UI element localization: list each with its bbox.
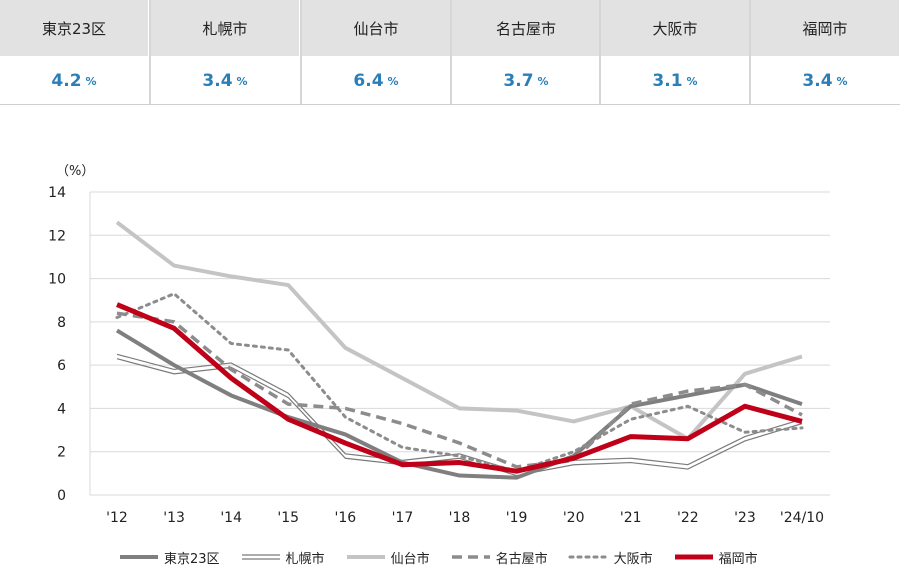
value-unit: % xyxy=(387,74,399,88)
value-unit: % xyxy=(537,74,549,88)
value-unit: % xyxy=(836,74,848,88)
divider xyxy=(149,0,151,104)
city-header: 福岡市 xyxy=(751,0,899,56)
summary-cell-sapporo: 札幌市 3.4% xyxy=(151,0,299,104)
x-tick-label: '23 xyxy=(734,510,756,526)
y-tick-label: 0 xyxy=(57,488,66,504)
legend-item: 札幌市 xyxy=(240,548,325,567)
divider xyxy=(599,0,601,104)
city-header: 名古屋市 xyxy=(452,0,600,56)
legend-swatch xyxy=(241,554,280,560)
y-tick-label: 2 xyxy=(57,445,66,461)
series-line-4 xyxy=(115,292,804,473)
city-value: 3.4% xyxy=(751,58,899,104)
x-tick-label: '22 xyxy=(677,510,699,526)
value-number: 4.2 xyxy=(51,71,82,91)
divider xyxy=(300,0,302,104)
value-unit: % xyxy=(686,74,698,88)
x-tick-label: '14 xyxy=(220,510,242,526)
city-value: 3.7% xyxy=(452,58,600,104)
series-line-2 xyxy=(115,220,803,441)
y-tick-label: 14 xyxy=(48,185,66,201)
legend-item: 大阪市 xyxy=(568,548,653,567)
y-tick-label: 10 xyxy=(48,272,66,288)
legend-label: 東京23区 xyxy=(164,551,220,567)
city-header: 札幌市 xyxy=(151,0,299,56)
legend-item: 福岡市 xyxy=(673,548,758,567)
x-tick-label: '20 xyxy=(563,510,585,526)
value-number: 3.4 xyxy=(802,71,833,91)
x-tick-label: '15 xyxy=(277,510,299,526)
series-line-1 xyxy=(116,358,803,477)
series-line-3 xyxy=(116,311,803,469)
legend-swatch xyxy=(451,555,490,559)
divider xyxy=(450,0,452,104)
x-tick-label: '18 xyxy=(449,510,471,526)
y-tick-label: 4 xyxy=(57,401,66,417)
legend-label: 大阪市 xyxy=(613,551,653,567)
value-number: 3.7 xyxy=(503,71,534,91)
y-tick-label: 8 xyxy=(57,315,66,331)
legend-swatch xyxy=(674,554,713,560)
value-unit: % xyxy=(85,74,97,88)
x-tick-label: '19 xyxy=(506,510,528,526)
table-bottom-rule xyxy=(0,104,900,105)
value-number: 6.4 xyxy=(353,71,384,91)
legend-label: 札幌市 xyxy=(285,551,325,567)
x-axis: '12 '13 '14 '15 '16 '17 '18 '19 '20 '21 '22 '23 '24/… xyxy=(106,510,824,526)
legend-item: 東京23区 xyxy=(118,548,220,567)
series-line-0 xyxy=(115,328,803,480)
city-value: 4.2% xyxy=(0,58,148,104)
value-number: 3.1 xyxy=(652,71,683,91)
y-tick-label: 6 xyxy=(57,358,66,374)
series-line-1 xyxy=(116,353,803,472)
legend-label: 福岡市 xyxy=(718,551,758,567)
summary-cell-sendai: 仙台市 6.4% xyxy=(302,0,450,104)
x-tick-label: '16 xyxy=(334,510,356,526)
chart-legend: 東京23区 札幌市 仙台市 名古屋市 大阪市 福岡市 xyxy=(118,547,838,567)
y-axis: 0 2 4 6 8 10 12 14 xyxy=(48,185,66,504)
y-axis-label: （%） xyxy=(56,164,94,179)
value-unit: % xyxy=(236,74,248,88)
legend-label: 仙台市 xyxy=(390,551,430,567)
city-value: 3.4% xyxy=(151,58,299,104)
legend-swatch xyxy=(346,555,385,559)
city-value: 6.4% xyxy=(302,58,450,104)
legend-item: 名古屋市 xyxy=(450,548,548,567)
x-tick-label: '24/10 xyxy=(780,510,824,526)
series-line-5 xyxy=(116,302,803,474)
series-lines xyxy=(115,220,804,480)
summary-table: 東京23区 4.2% 札幌市 3.4% 仙台市 6.4% 名古屋市 3.7% 大… xyxy=(0,0,900,105)
x-tick-label: '13 xyxy=(163,510,185,526)
x-tick-label: '21 xyxy=(620,510,642,526)
legend-swatch xyxy=(568,555,610,559)
x-tick-label: '17 xyxy=(392,510,414,526)
city-header: 東京23区 xyxy=(0,0,148,56)
value-number: 3.4 xyxy=(202,71,233,91)
legend-item: 仙台市 xyxy=(345,548,430,567)
summary-cell-fukuoka: 福岡市 3.4% xyxy=(751,0,899,104)
summary-cell-tokyo: 東京23区 4.2% xyxy=(0,0,148,104)
summary-cell-osaka: 大阪市 3.1% xyxy=(601,0,749,104)
y-tick-label: 12 xyxy=(48,228,66,244)
x-tick-label: '12 xyxy=(106,510,128,526)
city-header: 大阪市 xyxy=(601,0,749,56)
summary-cell-nagoya: 名古屋市 3.7% xyxy=(452,0,600,104)
legend-label: 名古屋市 xyxy=(495,551,548,567)
city-value: 3.1% xyxy=(601,58,749,104)
legend-swatch xyxy=(120,555,158,559)
divider xyxy=(749,0,751,104)
city-header: 仙台市 xyxy=(302,0,450,56)
